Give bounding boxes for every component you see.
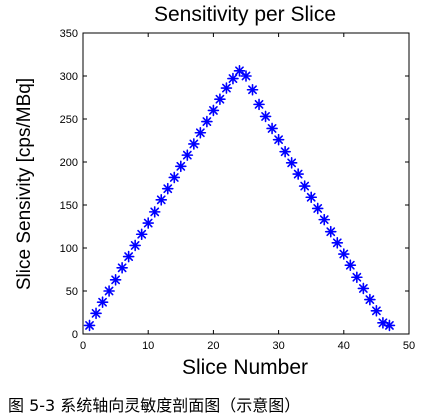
sensitivity-chart: Sensitivity per Slice 0 10 20 30 40 50 0 50 100…	[14, 3, 415, 379]
y-tick-label: 350	[60, 28, 78, 40]
x-tick-label: 30	[272, 340, 284, 352]
data-point	[266, 122, 278, 135]
y-tick-label: 50	[66, 286, 78, 298]
data-point	[214, 93, 226, 106]
data-point	[305, 191, 318, 204]
data-point	[194, 126, 207, 139]
data-point	[298, 180, 311, 192]
data-point	[109, 274, 122, 286]
data-point	[201, 115, 213, 128]
y-tick-label: 250	[60, 114, 78, 126]
data-point	[227, 72, 239, 85]
data-point	[175, 160, 187, 173]
data-point	[279, 145, 291, 158]
data-point	[311, 202, 324, 215]
data-point	[331, 237, 344, 249]
x-axis-label: Slice Number	[182, 356, 308, 379]
data-point	[337, 248, 350, 260]
data-point	[324, 225, 337, 238]
x-tick-label: 50	[403, 340, 415, 352]
x-tick-label: 0	[80, 340, 86, 352]
data-point	[155, 194, 168, 206]
y-tick-label: 300	[60, 71, 78, 83]
data-point	[129, 239, 141, 252]
x-axis: 0 10 20 30 40 50	[80, 33, 415, 352]
x-tick-label: 40	[338, 340, 350, 352]
data-point	[90, 307, 102, 320]
y-tick-label: 0	[72, 329, 78, 341]
data-point	[148, 206, 161, 218]
plot-frame	[82, 32, 410, 335]
data-point	[240, 70, 252, 82]
data-point	[344, 259, 357, 272]
data-point	[233, 65, 246, 77]
data-point	[272, 133, 285, 146]
data-point	[253, 98, 265, 111]
data-point	[168, 171, 181, 184]
chart-title: Sensitivity per Slice	[154, 3, 336, 26]
data-point	[364, 293, 376, 306]
data-point	[383, 319, 396, 332]
data-point	[122, 250, 135, 263]
data-point	[83, 319, 96, 332]
data-point	[161, 182, 174, 195]
y-axis-label: Slice Sensivity [cps/MBq]	[14, 78, 35, 290]
y-axis: 0 50 100 150 200 250 300 350	[60, 28, 409, 341]
y-tick-label: 200	[60, 157, 78, 169]
y-tick-label: 150	[60, 200, 78, 212]
data-point	[246, 83, 259, 96]
data-point	[188, 138, 200, 150]
data-point	[96, 296, 109, 308]
data-point	[259, 110, 272, 123]
data-point	[318, 213, 331, 226]
data-point	[357, 282, 370, 295]
data-point	[207, 104, 220, 117]
figure-caption: 图 5-3 系统轴向灵敏度剖面图（示意图）	[8, 396, 301, 415]
data-point	[220, 82, 233, 94]
x-tick-label: 10	[142, 340, 154, 352]
data-point	[292, 168, 304, 180]
data-point	[370, 304, 383, 317]
data-point	[285, 157, 298, 169]
x-tick-label: 20	[207, 340, 219, 352]
data-series	[83, 65, 396, 332]
data-point	[351, 271, 363, 284]
data-point	[181, 149, 194, 161]
data-point	[103, 285, 115, 297]
y-tick-label: 100	[60, 243, 78, 255]
data-point	[116, 261, 128, 274]
data-point	[135, 228, 148, 241]
data-point	[142, 217, 154, 229]
